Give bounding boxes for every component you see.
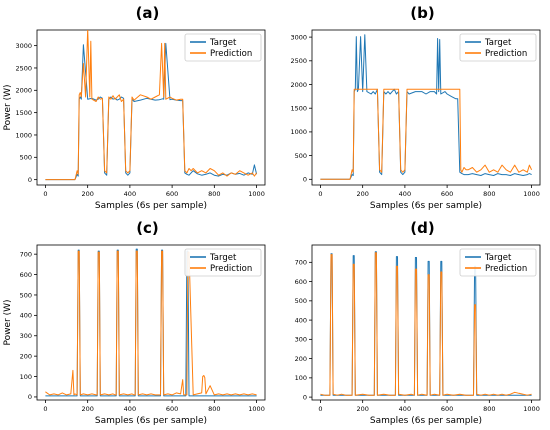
- y-tick-label: 1000: [290, 128, 307, 136]
- y-tick-label: 600: [20, 271, 32, 279]
- y-tick-label: 300: [20, 332, 32, 340]
- chart-panel-d: (d) 0 200 400 600 800 1000 0 100 200 300 400 500 600 7…: [295, 219, 541, 426]
- x-tick-label: 200: [356, 190, 368, 198]
- series-line-target: [320, 34, 532, 180]
- y-tick-label: 500: [20, 291, 32, 299]
- y-tick-label: 500: [295, 152, 307, 160]
- x-tick-label: 1000: [523, 190, 540, 198]
- chart-title: (b): [410, 4, 434, 22]
- y-tick-label: 0: [303, 393, 307, 401]
- legend-label: Target: [209, 38, 237, 48]
- y-tick-label: 200: [295, 355, 307, 363]
- y-tick-label: 2500: [15, 64, 32, 72]
- y-tick-label: 2000: [290, 81, 307, 89]
- x-tick-label: 400: [124, 190, 136, 198]
- y-tick-label: 3000: [15, 42, 32, 50]
- y-tick-label: 1000: [15, 131, 32, 139]
- y-tick-label: 100: [295, 374, 307, 382]
- x-tick-label: 400: [124, 405, 136, 413]
- x-tick-label: 600: [441, 190, 453, 198]
- y-tick-label: 3000: [290, 33, 307, 41]
- y-tick-label: 200: [20, 352, 32, 360]
- x-axis-label: Samples (6s per sample): [370, 201, 482, 211]
- plot-frame: [36, 29, 266, 186]
- legend-label: Target: [484, 38, 512, 48]
- x-axis-label: Samples (6s per sample): [370, 416, 482, 426]
- y-tick-label: 500: [20, 154, 32, 162]
- series-line-target: [45, 248, 257, 397]
- y-tick-label: 300: [295, 336, 307, 344]
- chart-panel-c: (c) 0 200 400 600 800 1000 0 100 200 300 400 500 600 7…: [3, 219, 266, 426]
- y-tick-label: 0: [28, 393, 32, 401]
- x-tick-label: 0: [318, 190, 322, 198]
- y-tick-label: 400: [20, 312, 32, 320]
- y-tick-label: 600: [295, 278, 307, 286]
- legend-label: Prediction: [485, 264, 527, 274]
- x-tick-label: 600: [441, 405, 453, 413]
- y-tick-label: 400: [295, 316, 307, 324]
- chart-title: (a): [136, 4, 160, 22]
- legend-label: Prediction: [210, 49, 252, 59]
- legend: [184, 248, 262, 277]
- x-tick-label: 800: [483, 405, 495, 413]
- series-line-target: [45, 42, 258, 181]
- series-line-prediction: [45, 30, 258, 181]
- x-tick-label: 200: [81, 405, 93, 413]
- y-tick-label: 500: [295, 297, 307, 305]
- x-tick-label: 600: [166, 405, 178, 413]
- x-tick-label: 1000: [248, 405, 265, 413]
- plot-frame: [311, 29, 541, 186]
- y-tick-label: 100: [20, 373, 32, 381]
- y-tick-label: 1500: [15, 109, 32, 117]
- x-tick-label: 1000: [523, 405, 540, 413]
- y-tick-label: 0: [303, 176, 307, 184]
- chart-title: (c): [136, 219, 159, 237]
- x-tick-label: 0: [43, 190, 47, 198]
- x-axis-label: Samples (6s per sample): [95, 416, 207, 426]
- x-tick-label: 0: [318, 405, 322, 413]
- x-tick-label: 0: [43, 405, 47, 413]
- y-tick-label: 2000: [15, 87, 32, 95]
- legend: [184, 33, 262, 62]
- chart-panel-b: (b) 0 200 400 600 800 1000 0 500 1000 1500 2000 2500…: [290, 4, 541, 211]
- y-tick-label: 0: [28, 176, 32, 184]
- series-line-prediction: [320, 88, 533, 180]
- y-tick-label: 700: [20, 250, 32, 258]
- x-tick-label: 400: [399, 190, 411, 198]
- y-tick-label: 2500: [290, 57, 307, 65]
- y-axis-label: Power (W): [3, 85, 13, 131]
- plot-frame: [36, 244, 266, 401]
- x-axis-label: Samples (6s per sample): [95, 201, 207, 211]
- chart-panel-a: (a) 0 200 400 600 800 1000 0 500 1000 1500 2000 2500…: [3, 4, 266, 211]
- y-axis-label: Power (W): [3, 300, 13, 346]
- legend-label: Target: [209, 253, 237, 263]
- y-tick-label: 1500: [290, 105, 307, 113]
- legend-label: Prediction: [485, 49, 527, 59]
- legend-label: Target: [484, 253, 512, 263]
- x-tick-label: 800: [208, 190, 220, 198]
- y-tick-label: 700: [295, 259, 307, 267]
- x-tick-label: 600: [166, 190, 178, 198]
- x-tick-label: 1000: [248, 190, 265, 198]
- legend-label: Prediction: [210, 264, 252, 274]
- x-tick-label: 400: [399, 405, 411, 413]
- x-tick-label: 800: [483, 190, 495, 198]
- legend: [459, 33, 537, 62]
- series-line-prediction: [320, 252, 532, 396]
- chart-title: (d): [410, 219, 434, 237]
- legend: [459, 248, 537, 277]
- series-line-prediction: [45, 250, 257, 396]
- x-tick-label: 200: [81, 190, 93, 198]
- plot-frame: [311, 244, 541, 401]
- x-tick-label: 200: [356, 405, 368, 413]
- x-tick-label: 800: [208, 405, 220, 413]
